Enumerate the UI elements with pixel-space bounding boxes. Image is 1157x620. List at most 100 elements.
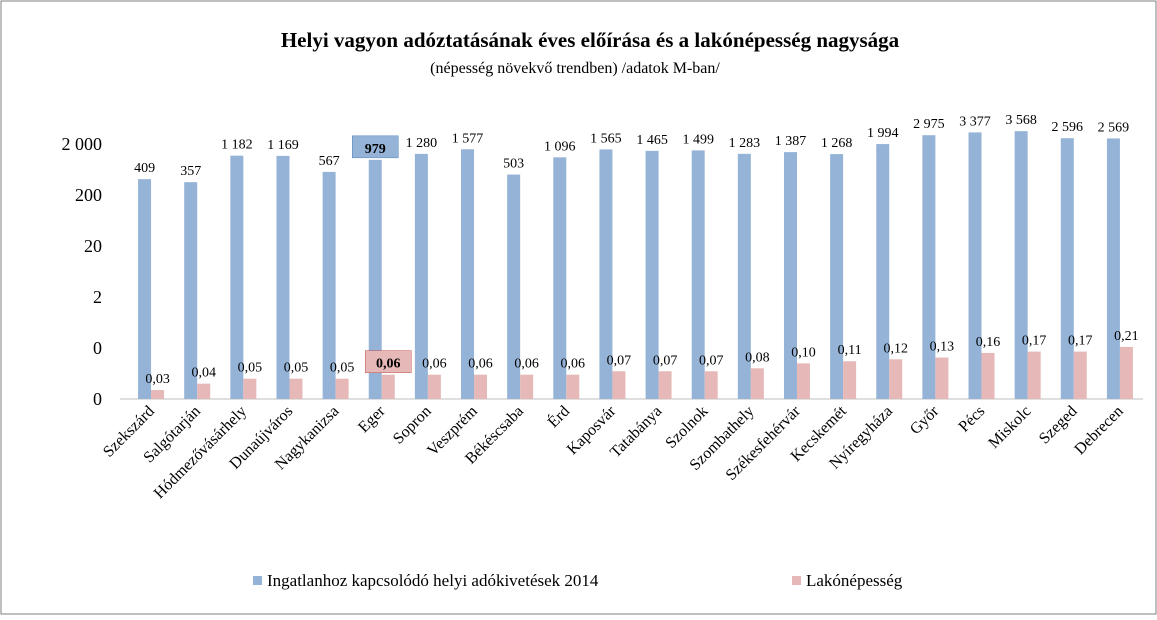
data-label: 0,17 [1022,334,1047,349]
legend-label: Ingatlanhoz kapcsolódó helyi adókivetése… [267,571,599,590]
bar [843,361,857,399]
data-label: 1 565 [590,131,622,146]
data-label: 0,05 [238,361,263,376]
data-label: 0,13 [930,340,955,355]
bar [645,150,659,399]
legend-swatch [792,576,801,585]
data-label: 0,07 [653,353,678,368]
bar [184,182,198,399]
data-label: 1 577 [452,131,484,146]
bar [830,154,844,399]
data-label: 2 596 [1052,120,1084,135]
legend-swatch [253,576,262,585]
data-label: 0,06 [514,357,539,372]
data-label: 979 [365,142,386,157]
bar [1106,138,1120,399]
bar [322,171,336,399]
data-label: 1 499 [682,132,714,147]
label-highlight [365,350,412,373]
bar [474,374,488,399]
data-label: 357 [180,164,201,179]
bar [289,378,303,399]
data-label: 0,11 [838,343,862,358]
chart-subtitle: (népesség növekvő trendben) /adatok M-ba… [430,60,720,77]
bar [414,153,428,399]
bar [507,174,521,399]
data-label: 1 169 [267,138,299,153]
bar [197,383,211,399]
data-label: 0,07 [699,353,724,368]
bar [968,132,982,399]
bar [520,374,534,399]
bar [691,150,705,399]
bar [276,155,290,399]
bar [138,179,152,399]
bar [783,152,797,399]
y-tick-label: 200 [75,185,102,205]
bar [704,371,718,399]
bar [612,371,626,399]
bar [658,371,672,399]
bar [553,157,567,399]
data-label: 0,04 [191,366,216,381]
bar [243,378,257,399]
data-label: 1 280 [406,136,438,151]
bar [1073,351,1087,399]
data-label: 1 096 [544,139,576,154]
data-label: 0,07 [607,353,632,368]
bar [566,374,580,399]
data-label: 1 283 [729,136,761,151]
y-tick-label: 0 [93,389,102,409]
bar [889,359,903,399]
data-label: 0,06 [468,357,493,372]
data-label: 1 182 [221,138,253,153]
bar [876,144,890,399]
data-label: 3 377 [959,114,991,129]
data-label: 0,16 [976,335,1001,350]
bar [151,390,165,399]
data-label: 1 268 [821,136,853,151]
y-tick-label: 2 [93,287,102,307]
bar [796,363,810,399]
bar [461,149,475,399]
bar [922,135,936,399]
bar [981,352,995,399]
data-label: 0,03 [145,372,170,387]
y-tick-label: 0 [93,338,102,358]
data-label: 0,06 [422,357,447,372]
data-label: 1 387 [775,134,807,149]
data-label: 0,06 [376,357,401,372]
data-label: 2 975 [913,117,945,132]
bar [230,155,244,399]
y-tick-label: 2 000 [62,134,103,154]
data-label: 409 [134,161,155,176]
bar [427,374,441,399]
data-label: 0,12 [884,341,909,356]
data-label: 3 568 [1005,113,1037,128]
data-label: 0,08 [745,350,770,365]
bar [335,378,349,399]
bar [599,149,613,399]
data-label: 0,10 [791,345,816,360]
bar [1014,131,1028,399]
data-label: 1 994 [867,126,899,141]
y-tick-label: 20 [84,236,102,256]
bar [737,153,751,399]
data-label: 2 569 [1098,120,1130,135]
data-label: 0,06 [561,357,586,372]
bar [1119,346,1133,399]
data-label: 1 465 [636,133,668,148]
bar [1027,351,1041,399]
bar [1060,138,1074,399]
chart-title: Helyi vagyon adóztatásának éves előírása… [281,28,900,52]
legend-label: Lakónépesség [806,571,903,590]
bar [368,159,382,399]
data-label: 0,05 [284,361,309,376]
bar [935,357,949,399]
data-label: 0,21 [1114,329,1139,344]
data-label: 567 [319,154,340,169]
bar [750,368,764,399]
data-label: 0,17 [1068,334,1093,349]
